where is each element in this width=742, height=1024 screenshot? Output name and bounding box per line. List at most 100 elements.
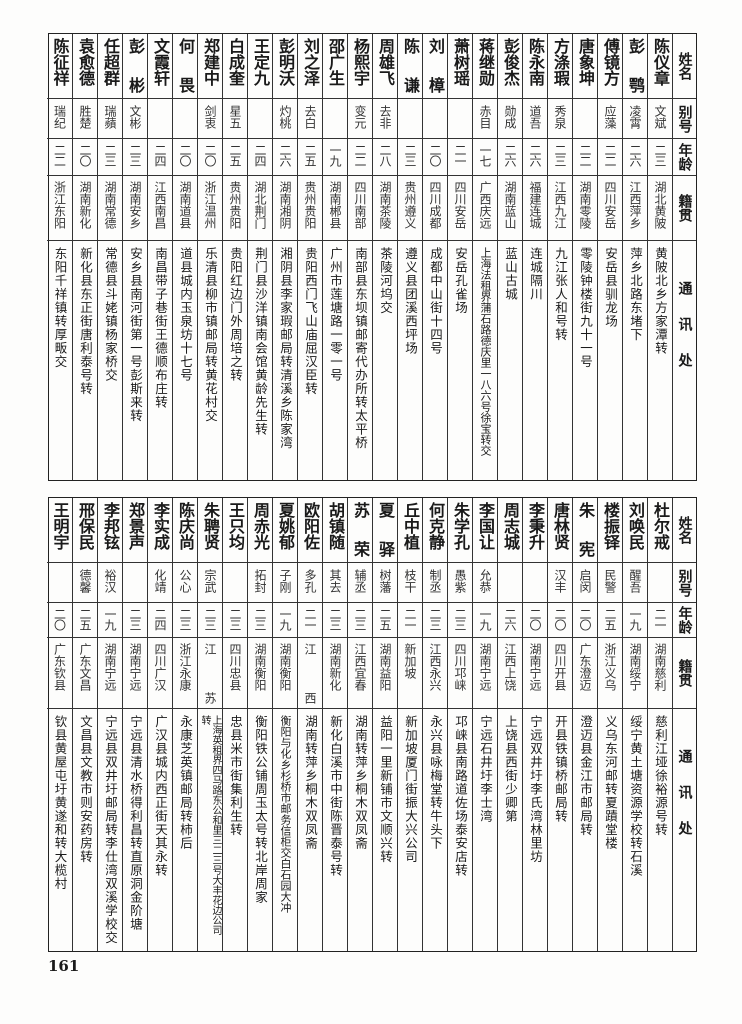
cell-age: 二三	[248, 603, 272, 638]
address-text: 钦县黄屋屯圩黄遂和转大榄村	[52, 715, 68, 891]
origin-text: 江西永兴	[428, 643, 442, 691]
cell-name: 欧阳佐	[298, 498, 322, 563]
origin-text: 湖南郴县	[328, 181, 342, 229]
cell-origin: 四川邛崃	[448, 638, 472, 709]
age-text: 一九	[278, 608, 292, 630]
header-cell-age: 年龄	[673, 139, 696, 176]
cell-age: 一九	[473, 603, 497, 638]
cell-origin: 湖北黄陂	[648, 176, 672, 241]
cell-origin: 湖南零陵	[573, 176, 597, 241]
person-name: 刘唤民	[626, 502, 645, 550]
origin-text: 江西上饶	[503, 643, 517, 691]
table-row: 袁愈德 胜楚 二〇 湖南新化 新化县东正街唐利泰号转	[72, 34, 97, 480]
cell-age: 二二	[598, 139, 622, 176]
person-name: 邵广生	[326, 38, 345, 86]
cell-address: 道县城内玉泉坊十七号	[173, 241, 197, 480]
cell-name: 郑景声	[123, 498, 147, 563]
cell-origin: 湖南绥宁	[623, 638, 647, 709]
person-name: 李实成	[151, 502, 170, 550]
person-name: 欧阳佐	[301, 502, 320, 550]
cell-origin: 湖南衡阳	[248, 638, 272, 709]
cell-age: 二二	[573, 139, 597, 176]
person-name: 陈庆尚	[176, 502, 195, 550]
person-name: 杜尔戒	[651, 502, 670, 550]
cell-address: 乐清县柳市镇邮局转黄花村交	[198, 241, 222, 480]
cell-age: 二五	[298, 139, 322, 176]
cell-name: 唐象坤	[573, 34, 597, 99]
person-name: 陈谦	[401, 38, 420, 93]
origin-text: 湖南蓝山	[503, 181, 517, 229]
cell-name: 邵广生	[323, 34, 347, 99]
age-text: 二〇	[553, 608, 567, 630]
age-text: 二四	[253, 144, 267, 166]
origin-text: 广东钦县	[52, 643, 67, 691]
age-text: 二三	[328, 608, 342, 630]
cell-address: 茶陵河坞交	[373, 241, 397, 480]
address-text: 安乡县南河街第一号彭斯来转	[128, 247, 143, 423]
person-name: 彭俊杰	[501, 38, 520, 86]
header-cell-address: 通讯处	[673, 709, 696, 951]
cell-age: 一九	[623, 603, 647, 638]
origin-text: 湖南茶陵	[378, 181, 392, 229]
table-row: 刘唤民 醒吾 一九 湖南绥宁 绥宁黄土塘资源学校转石溪	[622, 498, 647, 951]
alias-text: 凌霄	[628, 105, 642, 129]
cell-address: 澄迈县金江市邮局转	[573, 709, 597, 951]
cell-name: 李实成	[148, 498, 172, 563]
person-name: 郑建中	[201, 38, 220, 86]
cell-address: 永康芝英镇邮局转柿后	[173, 709, 197, 951]
table-row: 李秉升 二〇 湖南宁远 宁远双井圩李氏湾林里坊	[522, 498, 547, 951]
cell-age: 二三	[223, 603, 247, 638]
cell-address: 荆门县沙洋镇南会馆黄龄先生转	[248, 241, 272, 480]
cell-name: 唐林贤	[548, 498, 572, 563]
cell-age: 二〇	[198, 139, 222, 176]
person-name: 李邦铉	[101, 502, 120, 550]
person-name: 白成奎	[226, 38, 245, 86]
table-row: 夏姚郁 子刚 一九 湖南衡阳 衡阳与化乡杉桥市邮务信柜交白石园大冲	[272, 498, 297, 951]
alias-text: 愚紫	[453, 569, 467, 593]
header-alias: 别号	[676, 104, 693, 133]
cell-age: 二三	[648, 139, 672, 176]
cell-name: 周志城	[498, 498, 522, 563]
table-row: 欧阳佐 多孔 二一 江西 湖南转萍乡桐木双凤斋	[297, 498, 322, 951]
origin-text: 湖南常德	[103, 181, 117, 229]
address-text: 宁远双井圩李氏湾林里坊	[528, 715, 543, 864]
table-row: 陈谦 二三 贵州遵义 遵义县团溪西坪场	[397, 34, 422, 480]
cell-age: 二三	[323, 603, 347, 638]
person-name: 朱学孔	[451, 502, 470, 550]
origin-text: 福建连城	[528, 181, 542, 229]
header-cell-age: 年龄	[673, 603, 696, 638]
age-text: 一九	[478, 608, 492, 630]
table-row: 彭俊杰 勋成 二六 湖南蓝山 蓝山古城	[497, 34, 522, 480]
origin-text: 四川邛崃	[453, 643, 467, 691]
cell-origin: 江西上饶	[498, 638, 522, 709]
alias-text: 道吾	[528, 105, 542, 129]
cell-address: 安乡县南河街第一号彭斯来转	[123, 241, 147, 480]
cell-address: 成都中山街十四号	[423, 241, 447, 480]
header-column: 姓名 别号 年龄 籍贯 通讯处	[672, 498, 696, 951]
cell-age: 二三	[173, 603, 197, 638]
alias-text: 裕汉	[103, 569, 117, 593]
cell-alias: 民警	[598, 563, 622, 603]
alias-text: 秀泉	[553, 105, 567, 129]
cell-name: 刘唤民	[623, 498, 647, 563]
alias-text: 去白	[303, 105, 317, 129]
age-text: 二六	[503, 144, 517, 166]
origin-text: 江西南昌	[153, 181, 167, 229]
cell-name: 王只均	[223, 498, 247, 563]
origin-text: 江西宜春	[353, 643, 367, 691]
header-origin: 籍贯	[676, 194, 693, 222]
person-name: 李秉升	[526, 502, 545, 550]
table-row: 王明宇 二〇 广东钦县 钦县黄屋屯圩黄遂和转大榄村	[47, 498, 72, 951]
cell-alias: 允恭	[473, 563, 497, 603]
age-text: 二一	[303, 608, 317, 630]
person-name: 周志城	[501, 502, 520, 550]
age-text: 二〇	[52, 608, 67, 630]
age-text: 二四	[153, 144, 167, 166]
header-age: 年龄	[676, 606, 693, 634]
age-text: 一七	[478, 144, 492, 166]
cell-name: 方涤瑕	[548, 34, 572, 99]
cell-address: 新加坡厦门街振大兴公司	[398, 709, 422, 951]
table-row: 彭彬 文彬 二三 湖南安乡 安乡县南河街第一号彭斯来转	[122, 34, 147, 480]
age-text: 二三	[428, 608, 442, 630]
cell-origin: 江西宜春	[348, 638, 372, 709]
